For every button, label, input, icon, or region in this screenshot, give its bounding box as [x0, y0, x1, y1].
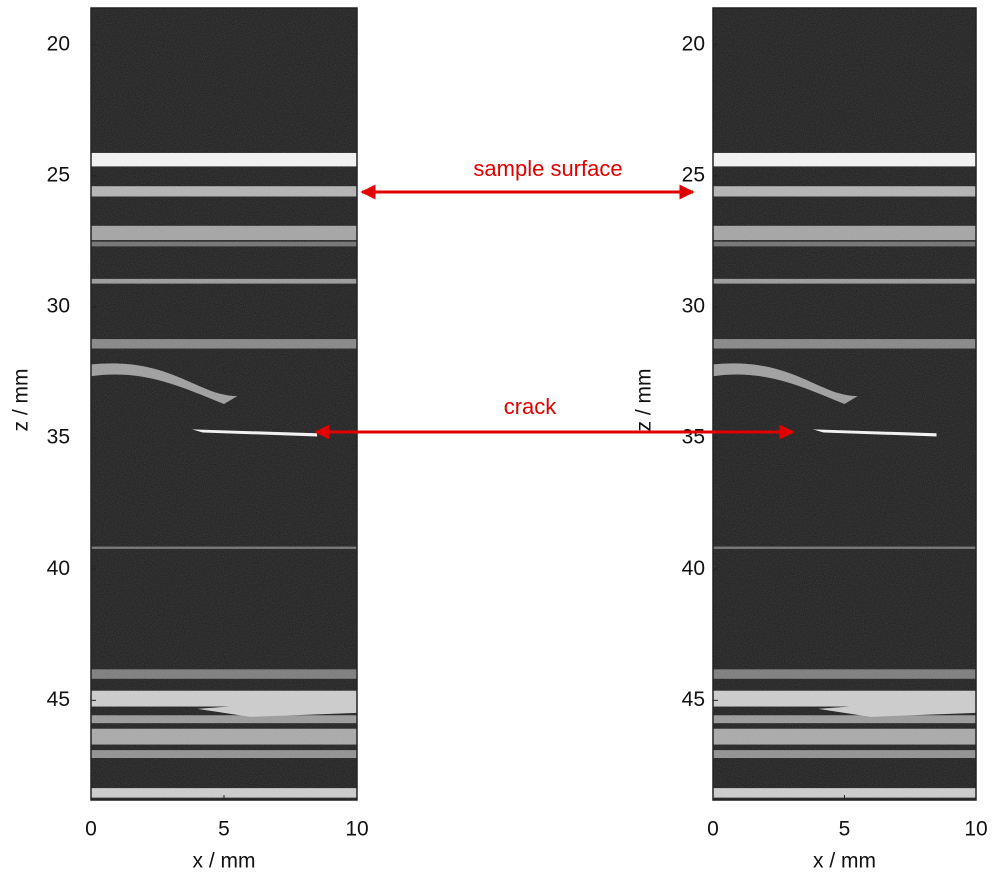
x-axis-label: x / mm [193, 850, 256, 873]
scan-grain [91, 8, 357, 800]
y-axis-label: z / mm [10, 369, 33, 432]
scan-grain [713, 8, 976, 800]
y-tick-label: 35 [47, 426, 70, 449]
y-tick-label: 40 [47, 557, 70, 580]
y-axis-label: z / mm [633, 369, 656, 432]
x-tick-label: 0 [707, 818, 719, 841]
panels: 20 25 30 35 40 45 0 5 10 x / mm z / mm 20 25 30 35 40 45… [10, 7, 988, 873]
y-tick-label: 35 [682, 426, 705, 449]
y-tick-label: 45 [682, 688, 705, 711]
x-tick-label: 5 [218, 818, 230, 841]
y-tick-label: 25 [682, 163, 705, 186]
x-tick-label: 0 [85, 818, 97, 841]
y-tick-label: 30 [682, 295, 705, 318]
x-tick-label: 10 [345, 818, 368, 841]
y-tick-label: 20 [47, 32, 70, 55]
annotation: crack [504, 394, 558, 419]
y-tick-label: 25 [47, 163, 70, 186]
image-panel: 20 25 30 35 40 45 0 5 10 x / mm z / mm [633, 7, 988, 873]
y-tick-label: 45 [47, 688, 70, 711]
x-tick-label: 5 [839, 818, 851, 841]
y-tick-label: 30 [47, 295, 70, 318]
x-axis-label: x / mm [813, 850, 876, 873]
annotation: sample surface [473, 156, 622, 181]
image-panel: 20 25 30 35 40 45 0 5 10 x / mm z / mm [10, 7, 369, 873]
y-tick-label: 40 [682, 557, 705, 580]
y-tick-label: 20 [682, 32, 705, 55]
x-tick-label: 10 [964, 818, 987, 841]
